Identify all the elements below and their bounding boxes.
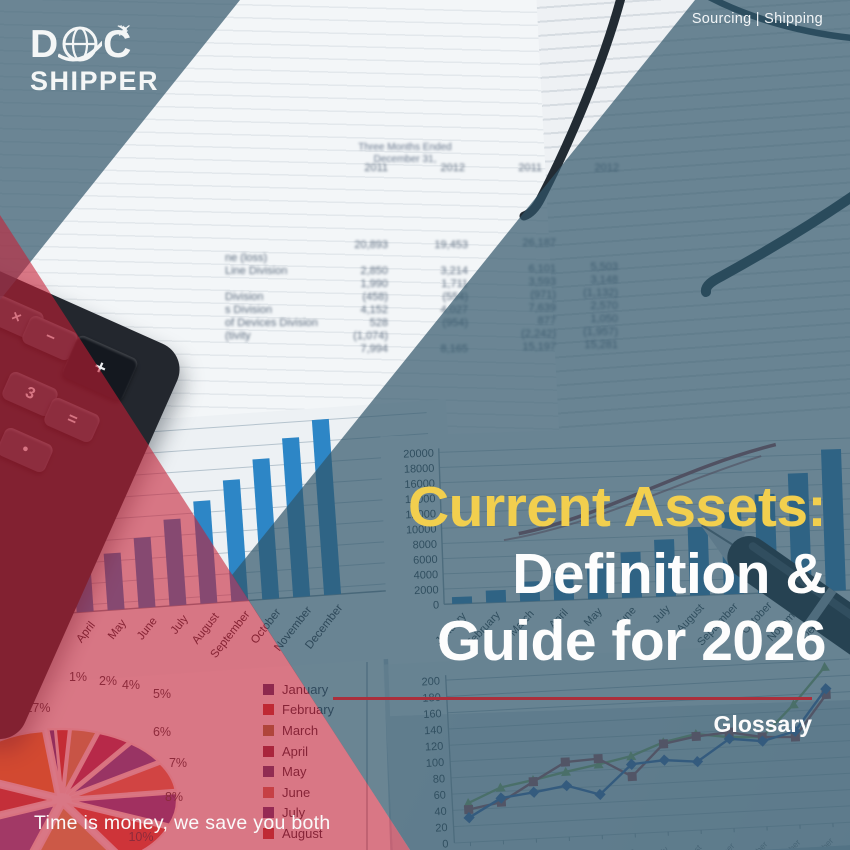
title-line-2: Definition &	[512, 542, 826, 606]
globe-icon	[58, 26, 103, 62]
title-line-3: Guide for 2026	[437, 609, 826, 673]
logo-shipper: SHIPPER	[30, 66, 160, 96]
title-line-1: Current Assets:	[408, 475, 827, 539]
page-title: Current Assets: Definition & Guide for 2…	[408, 474, 827, 675]
glossary-badge: Glossary	[713, 711, 812, 737]
logo-letter-d: D	[30, 23, 58, 66]
services-nav: Sourcing | Shipping	[691, 11, 823, 27]
docshipper-logo: ✈ D C SHIPPER	[30, 17, 160, 97]
red-divider-line	[333, 697, 812, 700]
tagline: Time is money, we save you both	[34, 812, 331, 834]
